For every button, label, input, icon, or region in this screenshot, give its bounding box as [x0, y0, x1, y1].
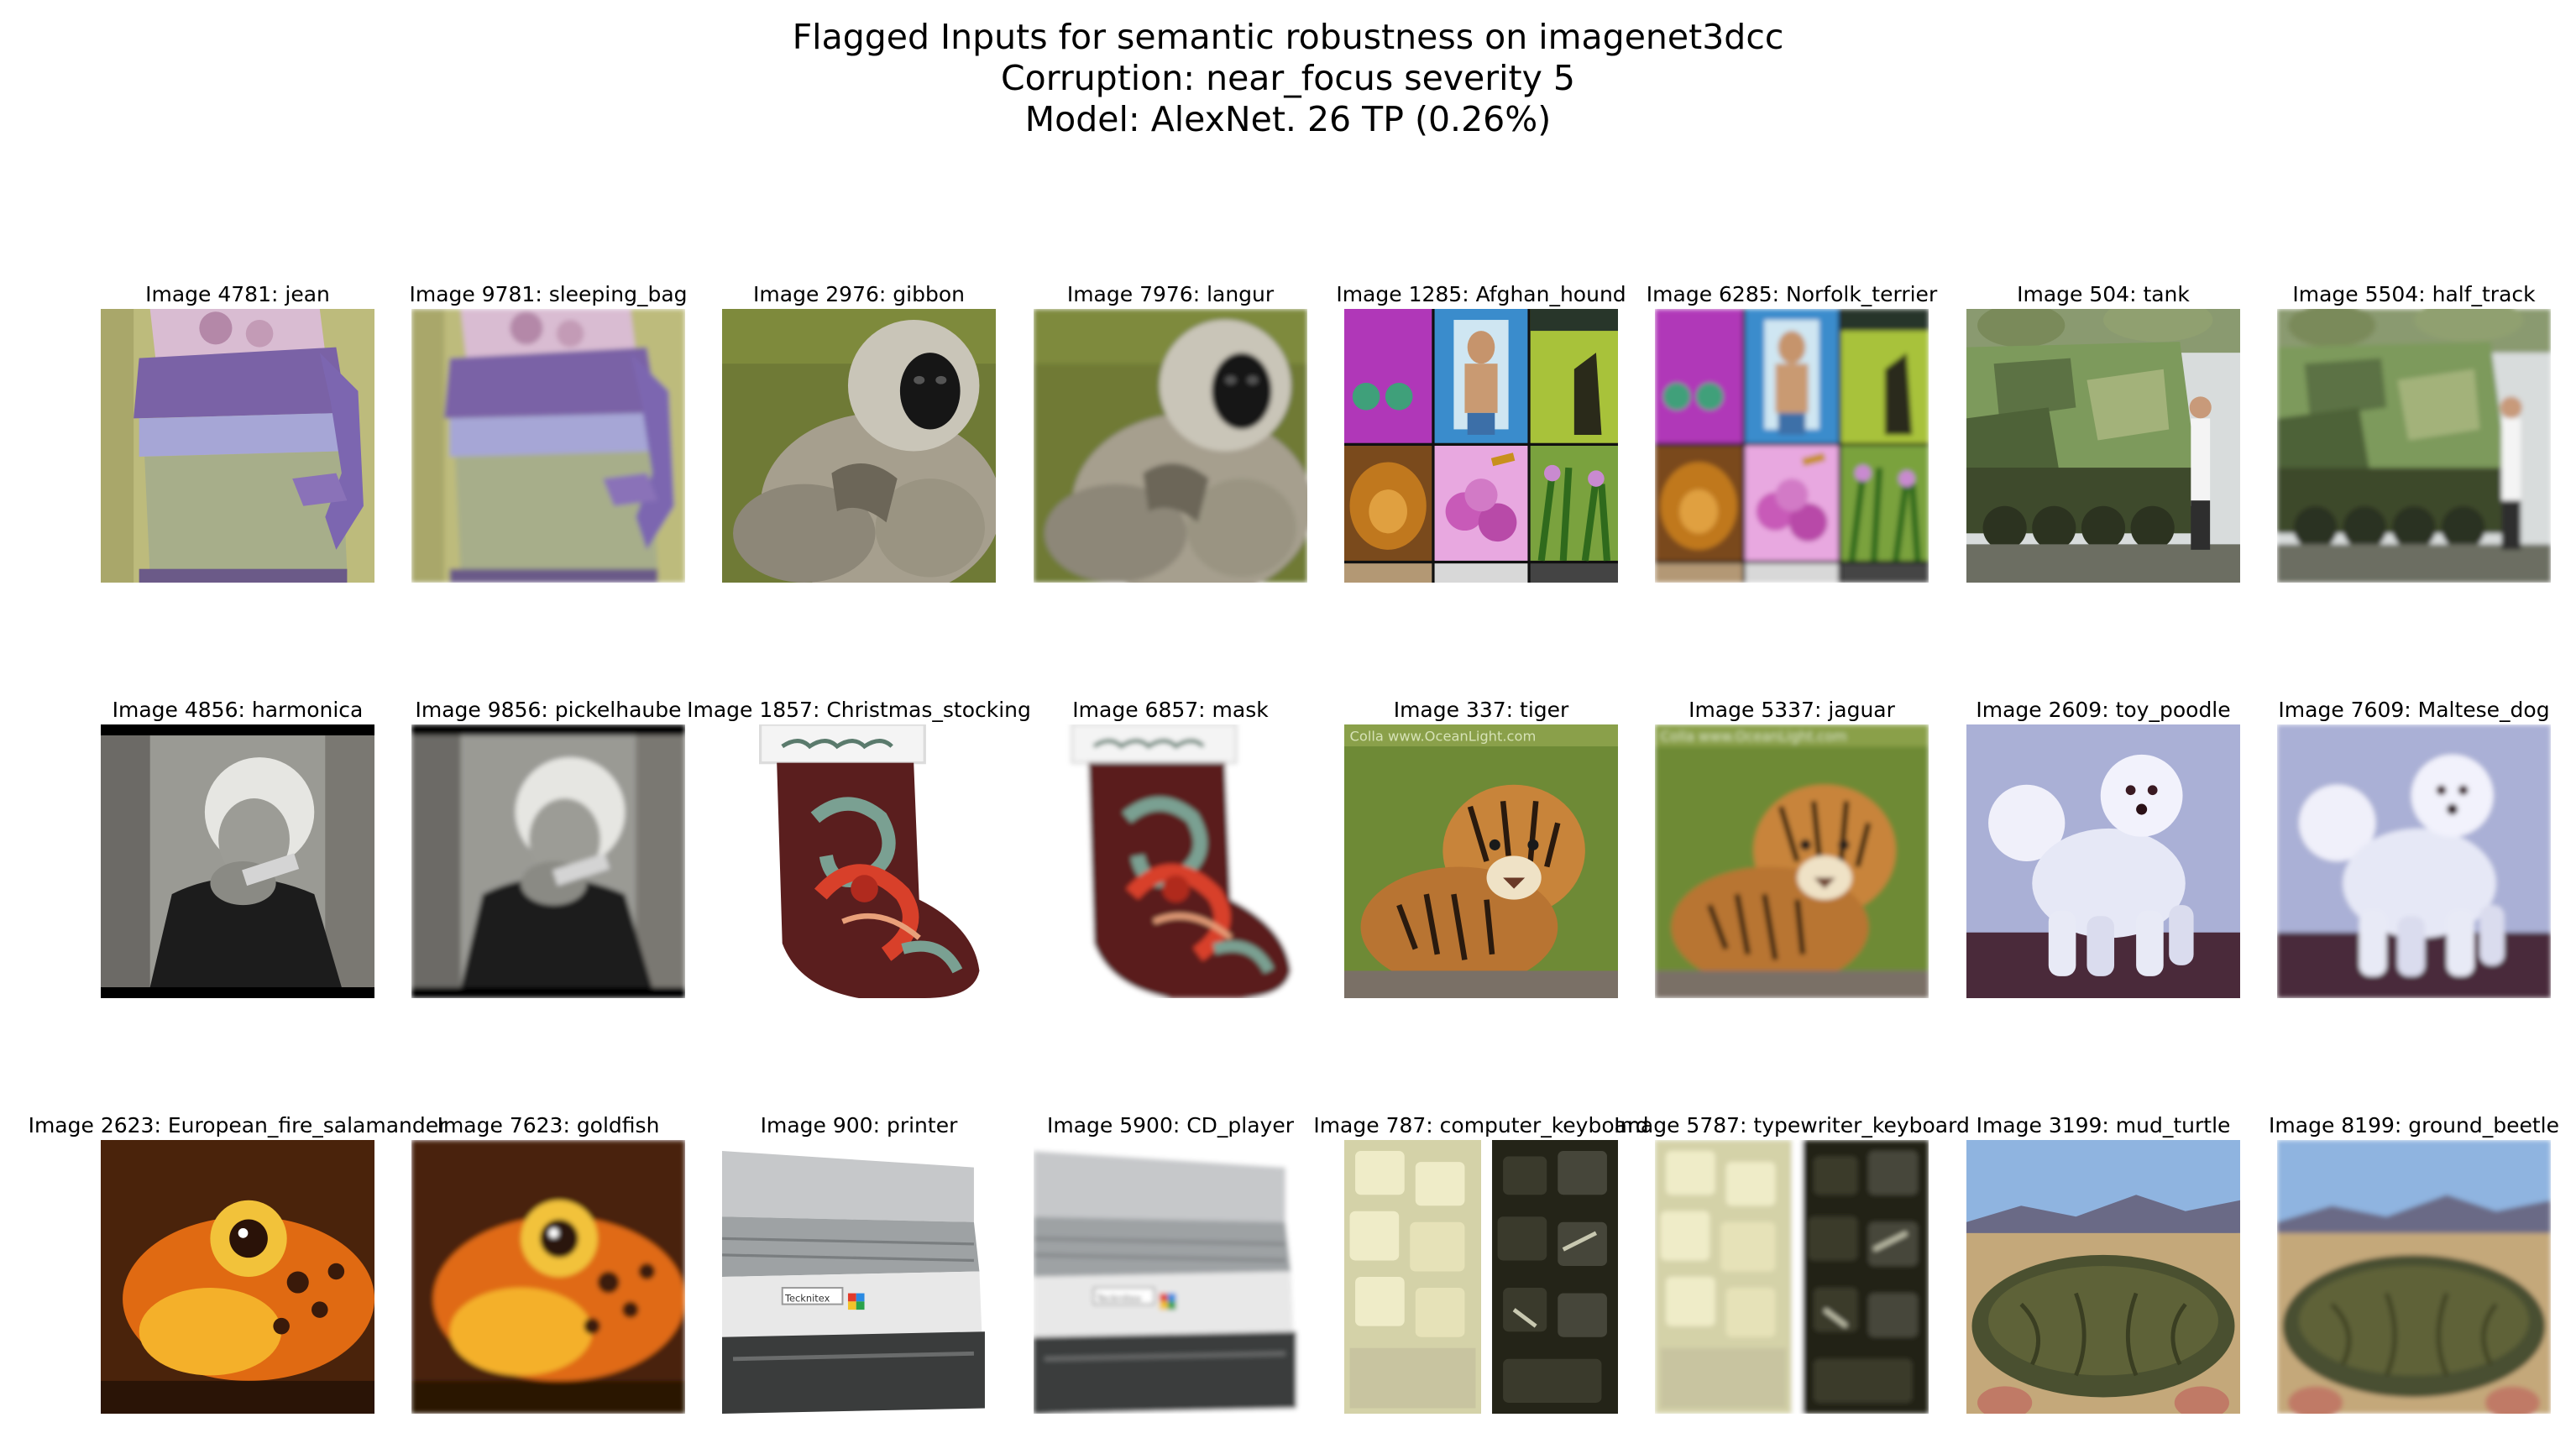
oldman-image: [411, 724, 685, 998]
svg-text:Tecknitex: Tecknitex: [1096, 1292, 1142, 1304]
image-label: Image 9856: pickelhaube: [416, 698, 682, 723]
image-label: Image 2609: toy_poodle: [1976, 698, 2230, 723]
image-label: Image 1857: Christmas_stocking: [687, 698, 1031, 723]
image-label: Image 5337: jaguar: [1689, 698, 1895, 723]
image-label: Image 6285: Norfolk_terrier: [1647, 282, 1937, 307]
keyboard-image: [1344, 1140, 1618, 1414]
title-line-2: Corruption: near_focus severity 5: [0, 58, 2576, 99]
stocking-image: [1034, 724, 1307, 998]
poodle-image: [1966, 724, 2240, 998]
image-label: Image 4856: harmonica: [113, 698, 364, 723]
turtle-image: [1966, 1140, 2240, 1414]
printer-image: Tecknitex: [722, 1140, 996, 1414]
image-label: Image 7609: Maltese_dog: [2278, 698, 2549, 723]
image-label: Image 7976: langur: [1067, 282, 1274, 307]
frog-image: [411, 1140, 685, 1414]
stocking-image: [722, 724, 996, 998]
oldman-image: [101, 724, 374, 998]
image-label: Image 504: tank: [2017, 282, 2190, 307]
image-label: Image 2623: European_fire_salamander: [29, 1113, 448, 1138]
tank-image: [2277, 309, 2551, 583]
sweater-image: [101, 309, 374, 583]
poodle-image: [2277, 724, 2551, 998]
tiger-image: Colla www.OceanLight.com: [1655, 724, 1929, 998]
image-label: Image 9781: sleeping_bag: [409, 282, 687, 307]
image-label: Image 2976: gibbon: [753, 282, 965, 307]
image-label: Image 787: computer_keyboard: [1313, 1113, 1648, 1138]
title-line-1: Flagged Inputs for semantic robustness o…: [0, 17, 2576, 58]
monkey-image: [722, 309, 996, 583]
image-label: Image 900: printer: [761, 1113, 958, 1138]
collage-image: [1655, 309, 1929, 583]
sweater-image: [411, 309, 685, 583]
image-label: Image 1285: Afghan_hound: [1336, 282, 1626, 307]
title-line-3: Model: AlexNet. 26 TP (0.26%): [0, 99, 2576, 140]
image-label: Image 337: tiger: [1394, 698, 1569, 723]
printer-image: Tecknitex: [1034, 1140, 1307, 1414]
svg-text:Tecknitex: Tecknitex: [784, 1292, 830, 1304]
image-label: Image 3199: mud_turtle: [1977, 1113, 2231, 1138]
turtle-image: [2277, 1140, 2551, 1414]
image-label: Image 5900: CD_player: [1047, 1113, 1294, 1138]
image-label: Image 6857: mask: [1072, 698, 1268, 723]
image-label: Image 5787: typewriter_keyboard: [1614, 1113, 1970, 1138]
image-label: Image 4781: jean: [145, 282, 330, 307]
svg-text:Colla www.OceanLight.com: Colla www.OceanLight.com: [1661, 729, 1847, 745]
frog-image: [101, 1140, 374, 1414]
tank-image: [1966, 309, 2240, 583]
image-label: Image 7623: goldfish: [437, 1113, 660, 1138]
svg-text:Colla www.OceanLight.com: Colla www.OceanLight.com: [1350, 729, 1537, 745]
keyboard-image: [1655, 1140, 1929, 1414]
tiger-image: Colla www.OceanLight.com: [1344, 724, 1618, 998]
monkey-image: [1034, 309, 1307, 583]
image-label: Image 5504: half_track: [2292, 282, 2535, 307]
collage-image: [1344, 309, 1618, 583]
image-label: Image 8199: ground_beetle: [2269, 1113, 2559, 1138]
figure-title: Flagged Inputs for semantic robustness o…: [0, 17, 2576, 140]
